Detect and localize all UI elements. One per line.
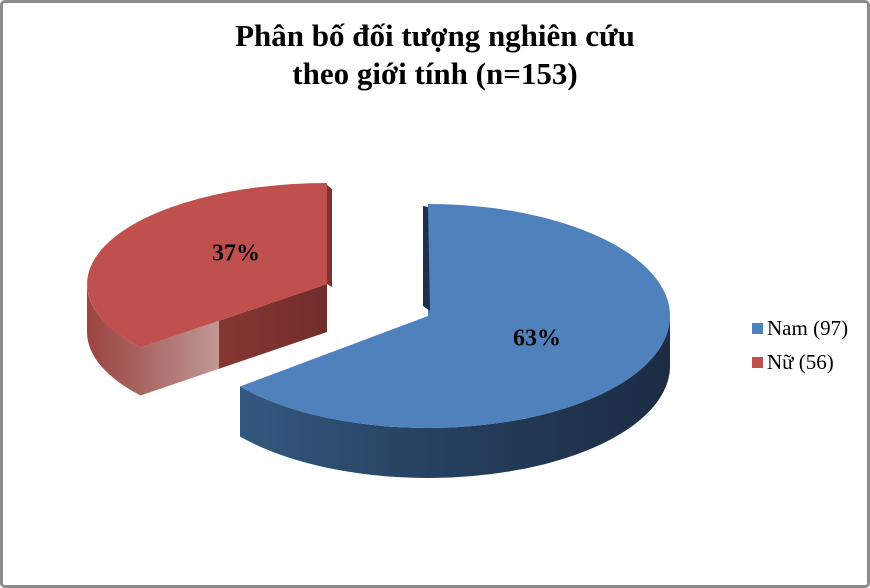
slice-label-nam: 63%: [513, 325, 561, 352]
pie-slice-nam-group: [240, 204, 671, 478]
pie-slice-nu-inner-wall: [327, 185, 332, 287]
legend-swatch-nam: [752, 322, 763, 334]
legend: Nam (97) Nữ (56): [752, 315, 849, 374]
legend-label-nu: Nữ (56): [767, 349, 834, 374]
legend-label-nam: Nam (97): [767, 315, 849, 340]
pie-slice-nu-side: [87, 284, 327, 396]
pie-slice-nu-group: [87, 183, 332, 396]
legend-item-nu: Nữ (56): [752, 349, 848, 374]
pie-slice-nu-top: [87, 183, 327, 348]
slice-label-nu: 37%: [212, 240, 260, 267]
legend-swatch-nu: [752, 356, 763, 368]
pie-chart: [87, 183, 671, 478]
chart-title: Phân bố đối tượng nghiên cứu theo giới t…: [3, 17, 867, 93]
legend-item-nam: Nam (97): [752, 315, 849, 340]
pie-slice-nam-top: [240, 204, 671, 428]
pie-slice-nam-inner-wall: [423, 206, 430, 311]
chart-title-line2: theo giới tính (n=153): [292, 56, 578, 91]
pie-slice-nam-side: [240, 316, 670, 478]
chart-title-line1: Phân bố đối tượng nghiên cứu: [235, 18, 635, 53]
